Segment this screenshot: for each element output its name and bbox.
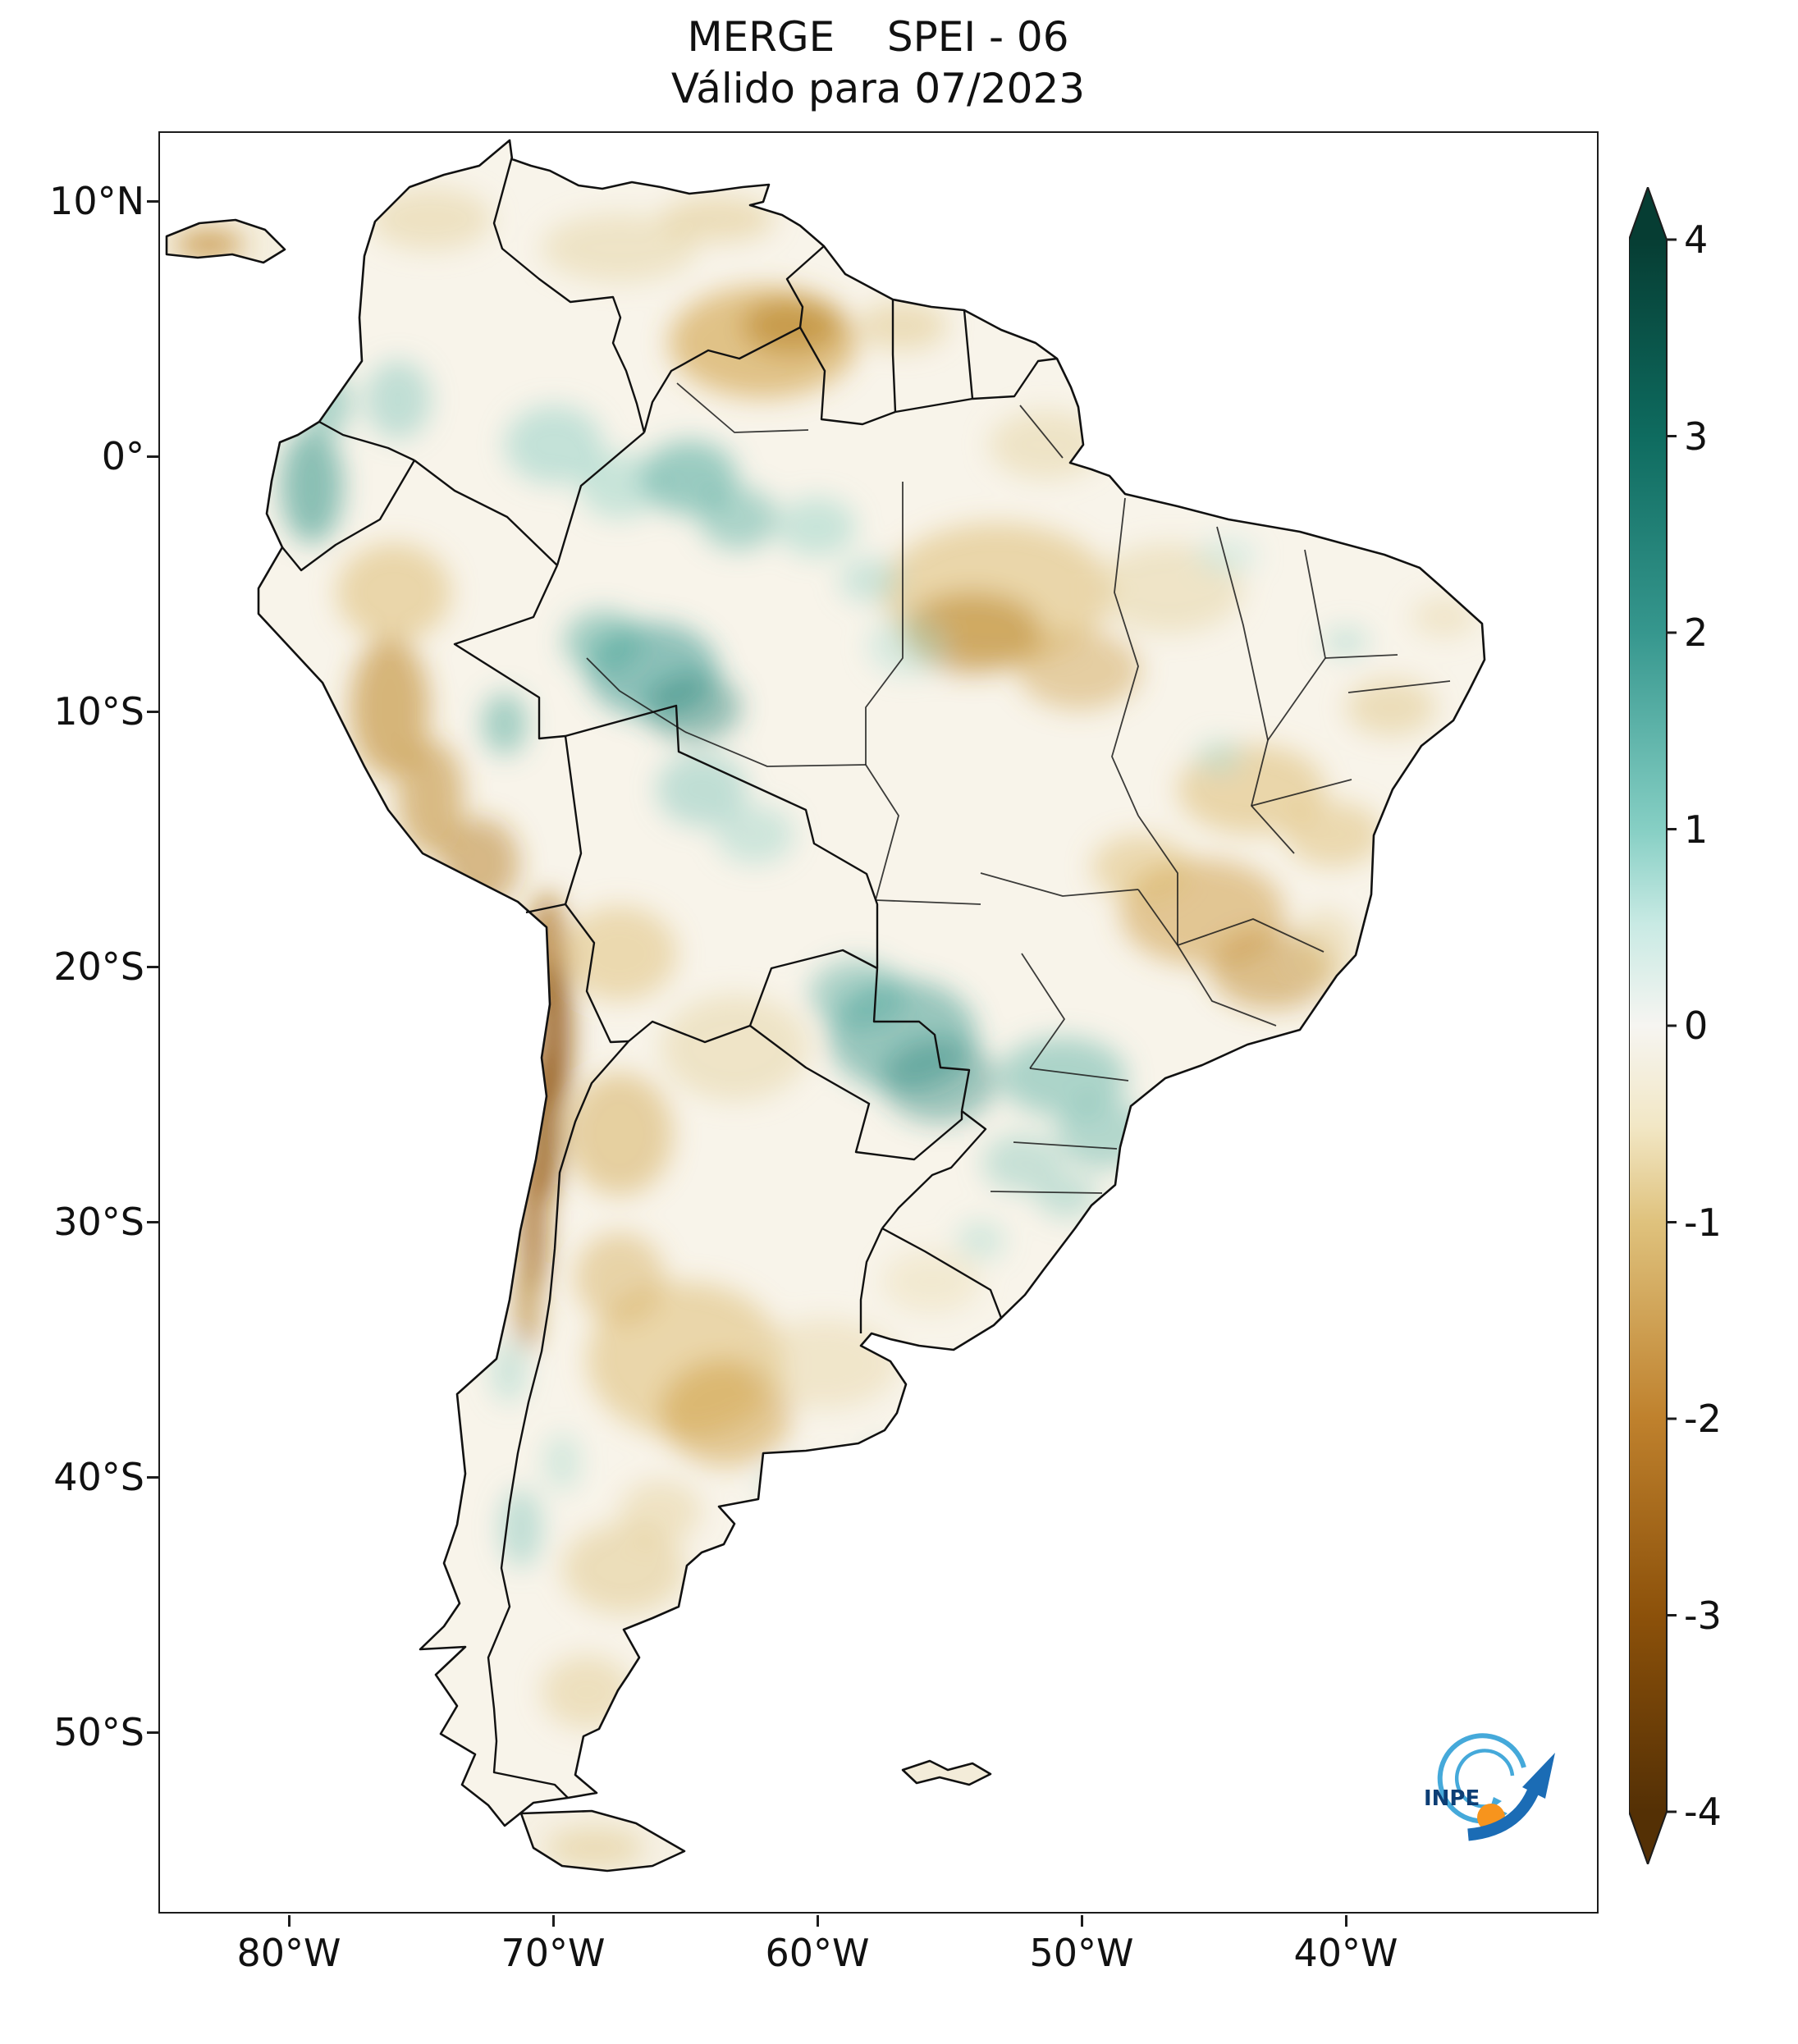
tick-mark: [147, 455, 158, 458]
colorbar-tick-label: -4: [1684, 1790, 1722, 1834]
y-axis-tick-label: 10°N: [49, 179, 144, 223]
tick-mark: [147, 1731, 158, 1734]
colorbar-tick-label: -1: [1684, 1200, 1722, 1245]
tick-mark: [552, 1915, 555, 1927]
y-axis-tick-label: 20°S: [53, 944, 144, 989]
colorbar-tick-label: 2: [1684, 610, 1709, 655]
x-axis-tick-label: 70°W: [501, 1931, 606, 1975]
y-axis-tick-label: 0°: [101, 434, 144, 478]
tick-mark: [147, 711, 158, 713]
map-plot-area: INPE: [158, 131, 1599, 1914]
title-line-1: MERGE SPEI - 06: [687, 13, 1069, 61]
tick-mark: [817, 1915, 819, 1927]
colorbar-ticks: [1667, 238, 1677, 1813]
tick-mark: [147, 1221, 158, 1223]
y-axis-tick-label: 10°S: [53, 689, 144, 734]
colorbar-tick-label: 1: [1684, 807, 1709, 852]
y-axis-tick-label: 40°S: [53, 1455, 144, 1499]
tick-mark: [1345, 1915, 1347, 1927]
colorbar-gradient: [1629, 187, 1668, 1864]
logo-big-arrowhead: [1522, 1753, 1555, 1799]
y-axis-tick-label: 30°S: [53, 1200, 144, 1244]
tick-mark: [147, 200, 158, 203]
tick-mark: [1081, 1915, 1083, 1927]
tick-mark: [147, 966, 158, 968]
colorbar-tick-label: -3: [1684, 1594, 1722, 1638]
logo-inner-arc: [1454, 1749, 1515, 1809]
colorbar: [1629, 187, 1677, 1864]
title-line-2: Válido para 07/2023: [670, 64, 1086, 112]
colorbar-tick-label: 3: [1684, 414, 1709, 459]
south-america-spei-map: [165, 139, 1486, 1873]
x-axis-tick-label: 50°W: [1029, 1931, 1134, 1975]
colorbar-tick-label: 4: [1684, 217, 1709, 262]
colorbar-tick-label: 0: [1684, 1004, 1709, 1048]
x-axis-tick-label: 40°W: [1293, 1931, 1398, 1975]
inpe-logo: INPE: [1393, 1733, 1561, 1848]
logo-outer-arc: [1437, 1733, 1526, 1824]
tick-mark: [147, 1476, 158, 1479]
tick-mark: [288, 1915, 291, 1927]
inpe-logo-text: INPE: [1424, 1786, 1480, 1811]
spei-anomaly-field: [175, 188, 1477, 1868]
x-axis-tick-label: 80°W: [236, 1931, 341, 1975]
state-borders: [586, 382, 1451, 1194]
x-axis-tick-label: 60°W: [765, 1931, 870, 1975]
chart-title: MERGE SPEI - 06 Válido para 07/2023: [345, 11, 1411, 114]
y-axis-tick-label: 50°S: [53, 1710, 144, 1754]
colorbar-tick-label: -2: [1684, 1397, 1722, 1441]
